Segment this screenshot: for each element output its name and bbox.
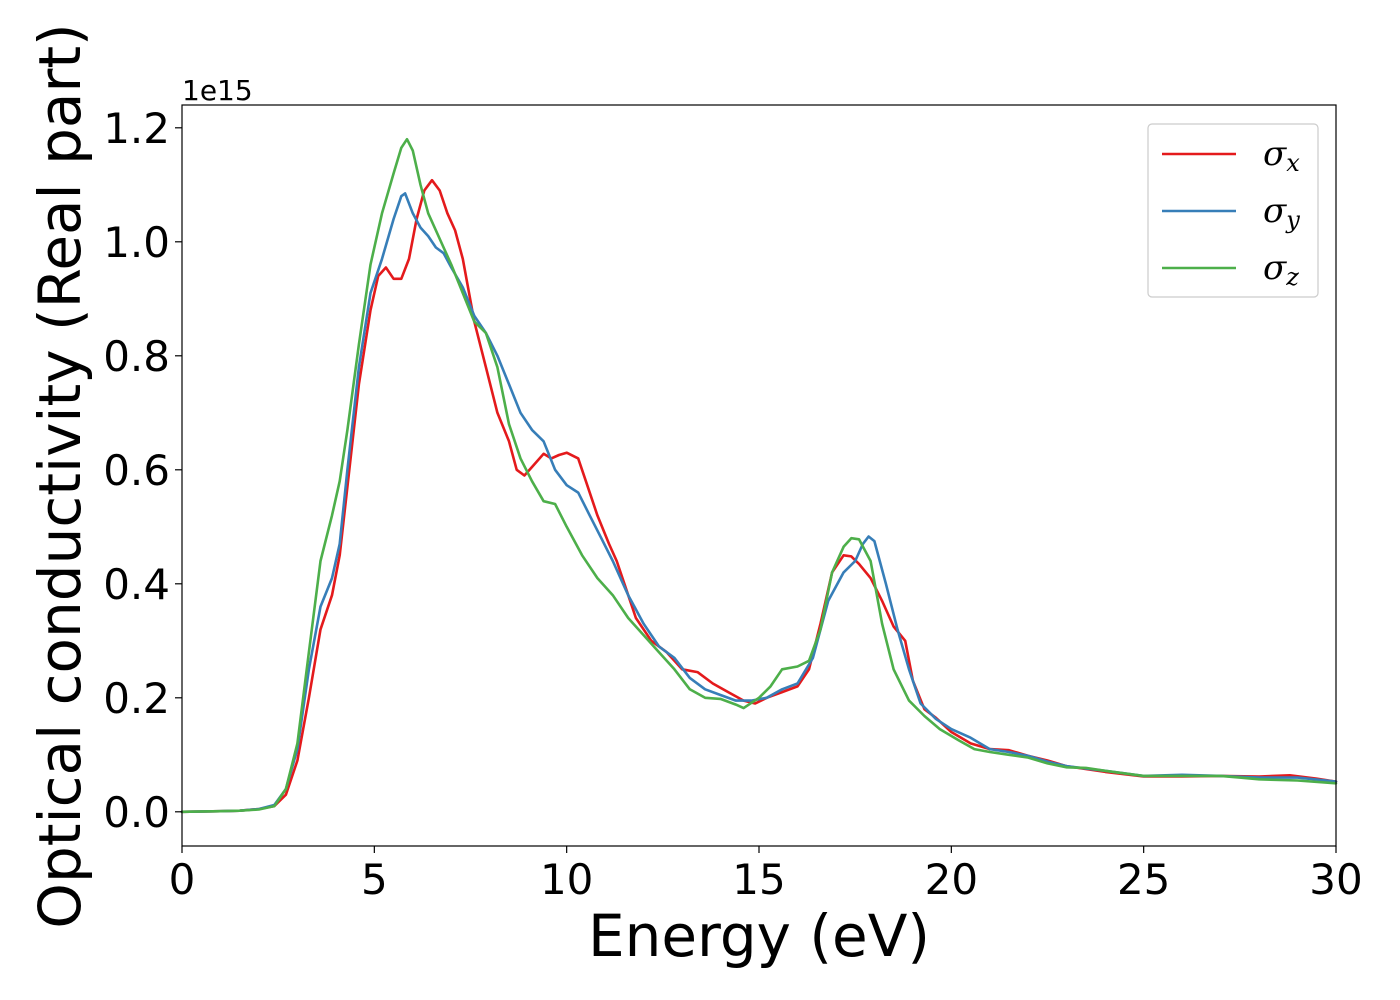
x-axis-ticks: 0 5 10 15 20 25 30 (169, 846, 1363, 904)
x-axis-title: Energy (eV) (588, 902, 930, 970)
x-tick-label: 20 (925, 855, 978, 904)
y-offset-label: 1e15 (182, 74, 253, 107)
series-line-sigma-x (180, 178, 1338, 814)
legend-label-sigma-z: σz (1263, 248, 1299, 291)
y-tick-label: 1.2 (103, 104, 170, 153)
y-tick-label: 1.0 (103, 218, 170, 267)
series-line-sigma-y (180, 192, 1338, 814)
legend-label-sigma-x: σx (1263, 134, 1300, 177)
legend-label-sigma-y: σy (1263, 191, 1300, 234)
y-tick-label: 0.6 (103, 446, 170, 495)
x-tick-label: 10 (540, 855, 593, 904)
y-tick-label: 0.2 (103, 674, 170, 723)
series-line-sigma-z (180, 137, 1338, 814)
x-tick-label: 5 (361, 855, 388, 904)
x-tick-label: 30 (1309, 855, 1362, 904)
y-tick-label: 0.0 (103, 788, 170, 837)
x-tick-label: 15 (732, 855, 785, 904)
y-tick-label: 0.8 (103, 332, 170, 381)
x-tick-label: 0 (169, 855, 196, 904)
series-layer (180, 137, 1338, 814)
y-axis-title: Optical conductivity (Real part) (26, 23, 94, 928)
legend: σx σy σz (1147, 123, 1319, 298)
x-tick-label: 25 (1117, 855, 1170, 904)
y-axis-ticks: 0.0 0.2 0.4 0.6 0.8 1.0 1.2 (103, 104, 182, 837)
y-tick-label: 0.4 (103, 560, 170, 609)
